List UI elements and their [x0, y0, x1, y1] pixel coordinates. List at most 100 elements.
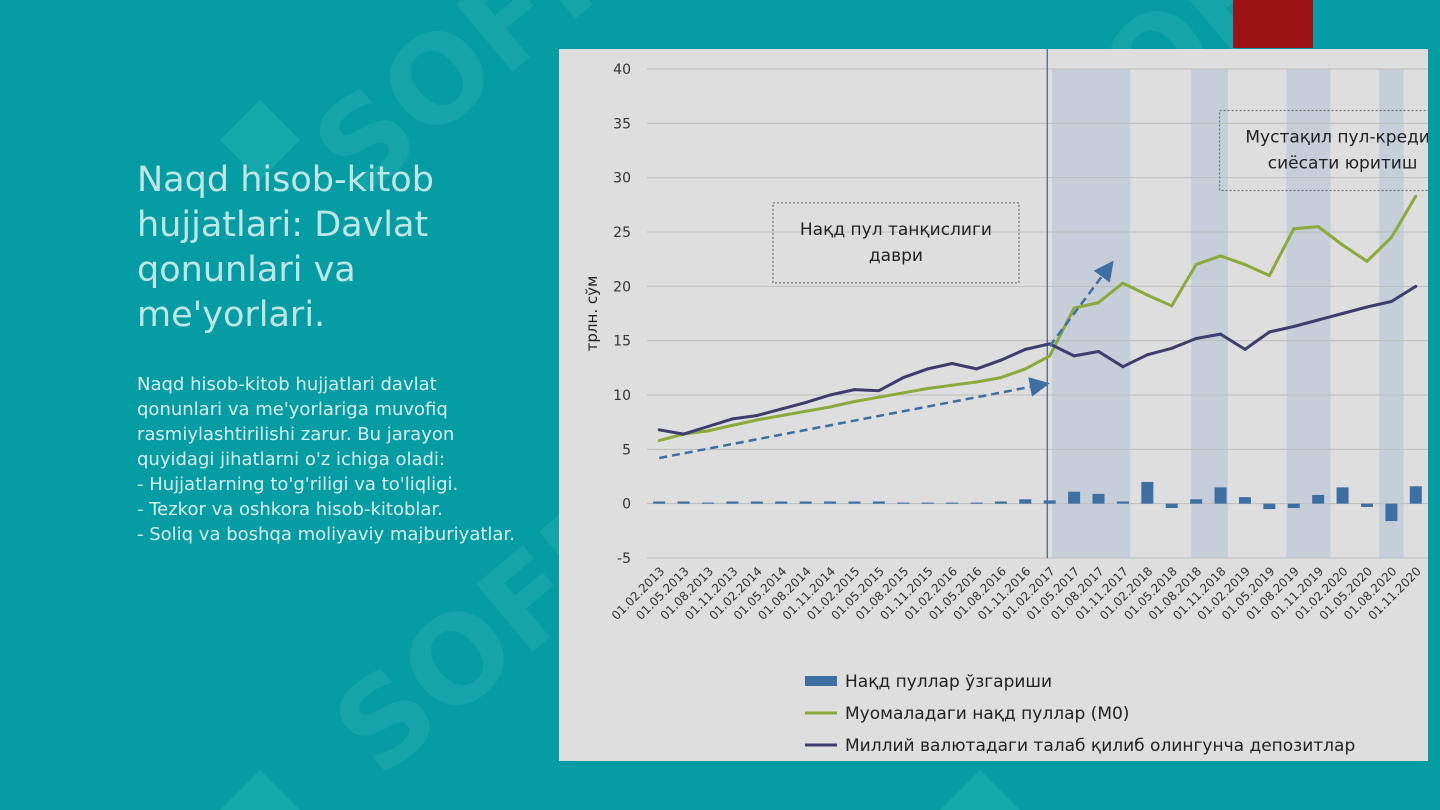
bar — [1409, 486, 1422, 504]
bar — [1116, 501, 1129, 504]
data-point — [1365, 259, 1369, 263]
series-line-m0 — [658, 195, 1418, 443]
data-point — [1121, 281, 1125, 285]
watermark-logo-shape — [220, 770, 300, 810]
data-point — [1145, 353, 1149, 357]
trend-arrow — [658, 377, 1050, 460]
bar — [726, 501, 739, 504]
bar — [677, 501, 690, 504]
data-point — [657, 439, 661, 443]
bar — [1068, 491, 1081, 504]
data-point — [1316, 318, 1320, 322]
data-point — [1023, 367, 1027, 371]
data-point — [755, 414, 759, 418]
data-point — [706, 425, 710, 429]
data-point — [974, 380, 978, 384]
annotation-text: Нақд пул танқислиги — [800, 220, 992, 240]
data-point — [1341, 312, 1345, 315]
trend-arrow — [1048, 260, 1114, 347]
bar — [1312, 494, 1325, 504]
bar — [872, 501, 885, 504]
data-point — [1365, 305, 1369, 309]
chart-panel: -5 0 5 10 15 20 25 30 35 40 трлн. сўм Нақд пул танқ… — [559, 49, 1428, 761]
bar — [921, 502, 934, 504]
data-point — [779, 407, 783, 411]
shaded-period — [1286, 69, 1331, 558]
y-axis-label: трлн. сўм — [583, 276, 601, 352]
slide-title: Naqd hisob-kitob hujjatlari: Davlat qonu… — [137, 160, 434, 335]
data-point — [1316, 225, 1320, 229]
annotation-text: даври — [869, 246, 923, 266]
data-point — [950, 383, 954, 387]
data-point — [1267, 330, 1271, 334]
series-line-deposits — [658, 285, 1417, 436]
data-point — [804, 409, 808, 413]
data-point — [1389, 300, 1393, 304]
bar — [1019, 499, 1032, 504]
data-point — [1219, 332, 1223, 336]
data-point — [950, 361, 954, 365]
watermark-logo-shape — [940, 770, 1020, 810]
data-point — [1292, 325, 1296, 329]
data-point — [1292, 227, 1296, 231]
bar — [1385, 503, 1398, 522]
bar — [1214, 487, 1227, 504]
body-bullet: - Soliq va boshqa moliyaviy majburiyatla… — [137, 524, 515, 545]
y-tick-label: 5 — [622, 442, 631, 458]
bar — [702, 502, 715, 504]
bar — [1092, 493, 1105, 504]
annotation-box — [772, 202, 1020, 284]
bar — [750, 501, 763, 504]
y-tick-label: -5 — [617, 551, 631, 567]
y-tick-label: 20 — [613, 279, 631, 295]
data-point — [755, 418, 759, 422]
data-point — [730, 423, 734, 427]
data-point — [1389, 235, 1393, 239]
shaded-period — [1191, 69, 1228, 558]
y-tick-label: 40 — [613, 62, 631, 78]
legend-swatch — [805, 676, 837, 686]
body-bullet: - Tezkor va oshkora hisob-kitoblar. — [137, 499, 443, 520]
data-point — [1341, 243, 1345, 247]
data-point — [779, 414, 783, 418]
data-point — [901, 391, 905, 395]
bar — [1165, 503, 1178, 509]
legend-label: Муомаладаги нақд пуллар (M0) — [845, 704, 1129, 724]
data-point — [804, 401, 808, 405]
bar — [1360, 503, 1373, 507]
bar — [970, 502, 983, 504]
bar — [1238, 497, 1251, 504]
bar — [1336, 487, 1349, 504]
data-point — [1097, 301, 1101, 305]
data-point — [1243, 263, 1247, 267]
data-point — [706, 429, 710, 433]
shaded-period — [1379, 69, 1404, 558]
data-point — [974, 367, 978, 371]
data-point — [926, 386, 930, 390]
data-point — [901, 376, 905, 380]
data-point — [852, 388, 856, 392]
data-point — [1121, 365, 1125, 369]
data-point — [1219, 254, 1223, 258]
data-point — [1414, 194, 1418, 198]
data-point — [828, 393, 832, 397]
annotation-text: сиёсати юритиш — [1268, 154, 1418, 174]
bar — [653, 501, 666, 504]
annotation-box — [1218, 109, 1428, 192]
legend-label: Миллий валютадаги талаб қилиб олингунча … — [845, 736, 1355, 756]
body-paragraph: Naqd hisob-kitob hujjatlari davlat qonun… — [137, 374, 455, 470]
data-point — [1097, 350, 1101, 354]
data-point — [877, 395, 881, 399]
bar — [775, 501, 788, 504]
y-tick-label: 0 — [622, 497, 631, 513]
slide-body: Naqd hisob-kitob hujjatlari davlat qonun… — [137, 372, 517, 547]
bar — [824, 501, 837, 504]
y-tick-label: 35 — [613, 116, 631, 132]
y-tick-label: 25 — [613, 225, 631, 241]
data-point — [926, 367, 930, 371]
data-point — [999, 358, 1003, 362]
shaded-period — [1052, 69, 1131, 558]
data-point — [1048, 354, 1052, 358]
bar — [897, 502, 910, 504]
bar — [1043, 500, 1056, 504]
